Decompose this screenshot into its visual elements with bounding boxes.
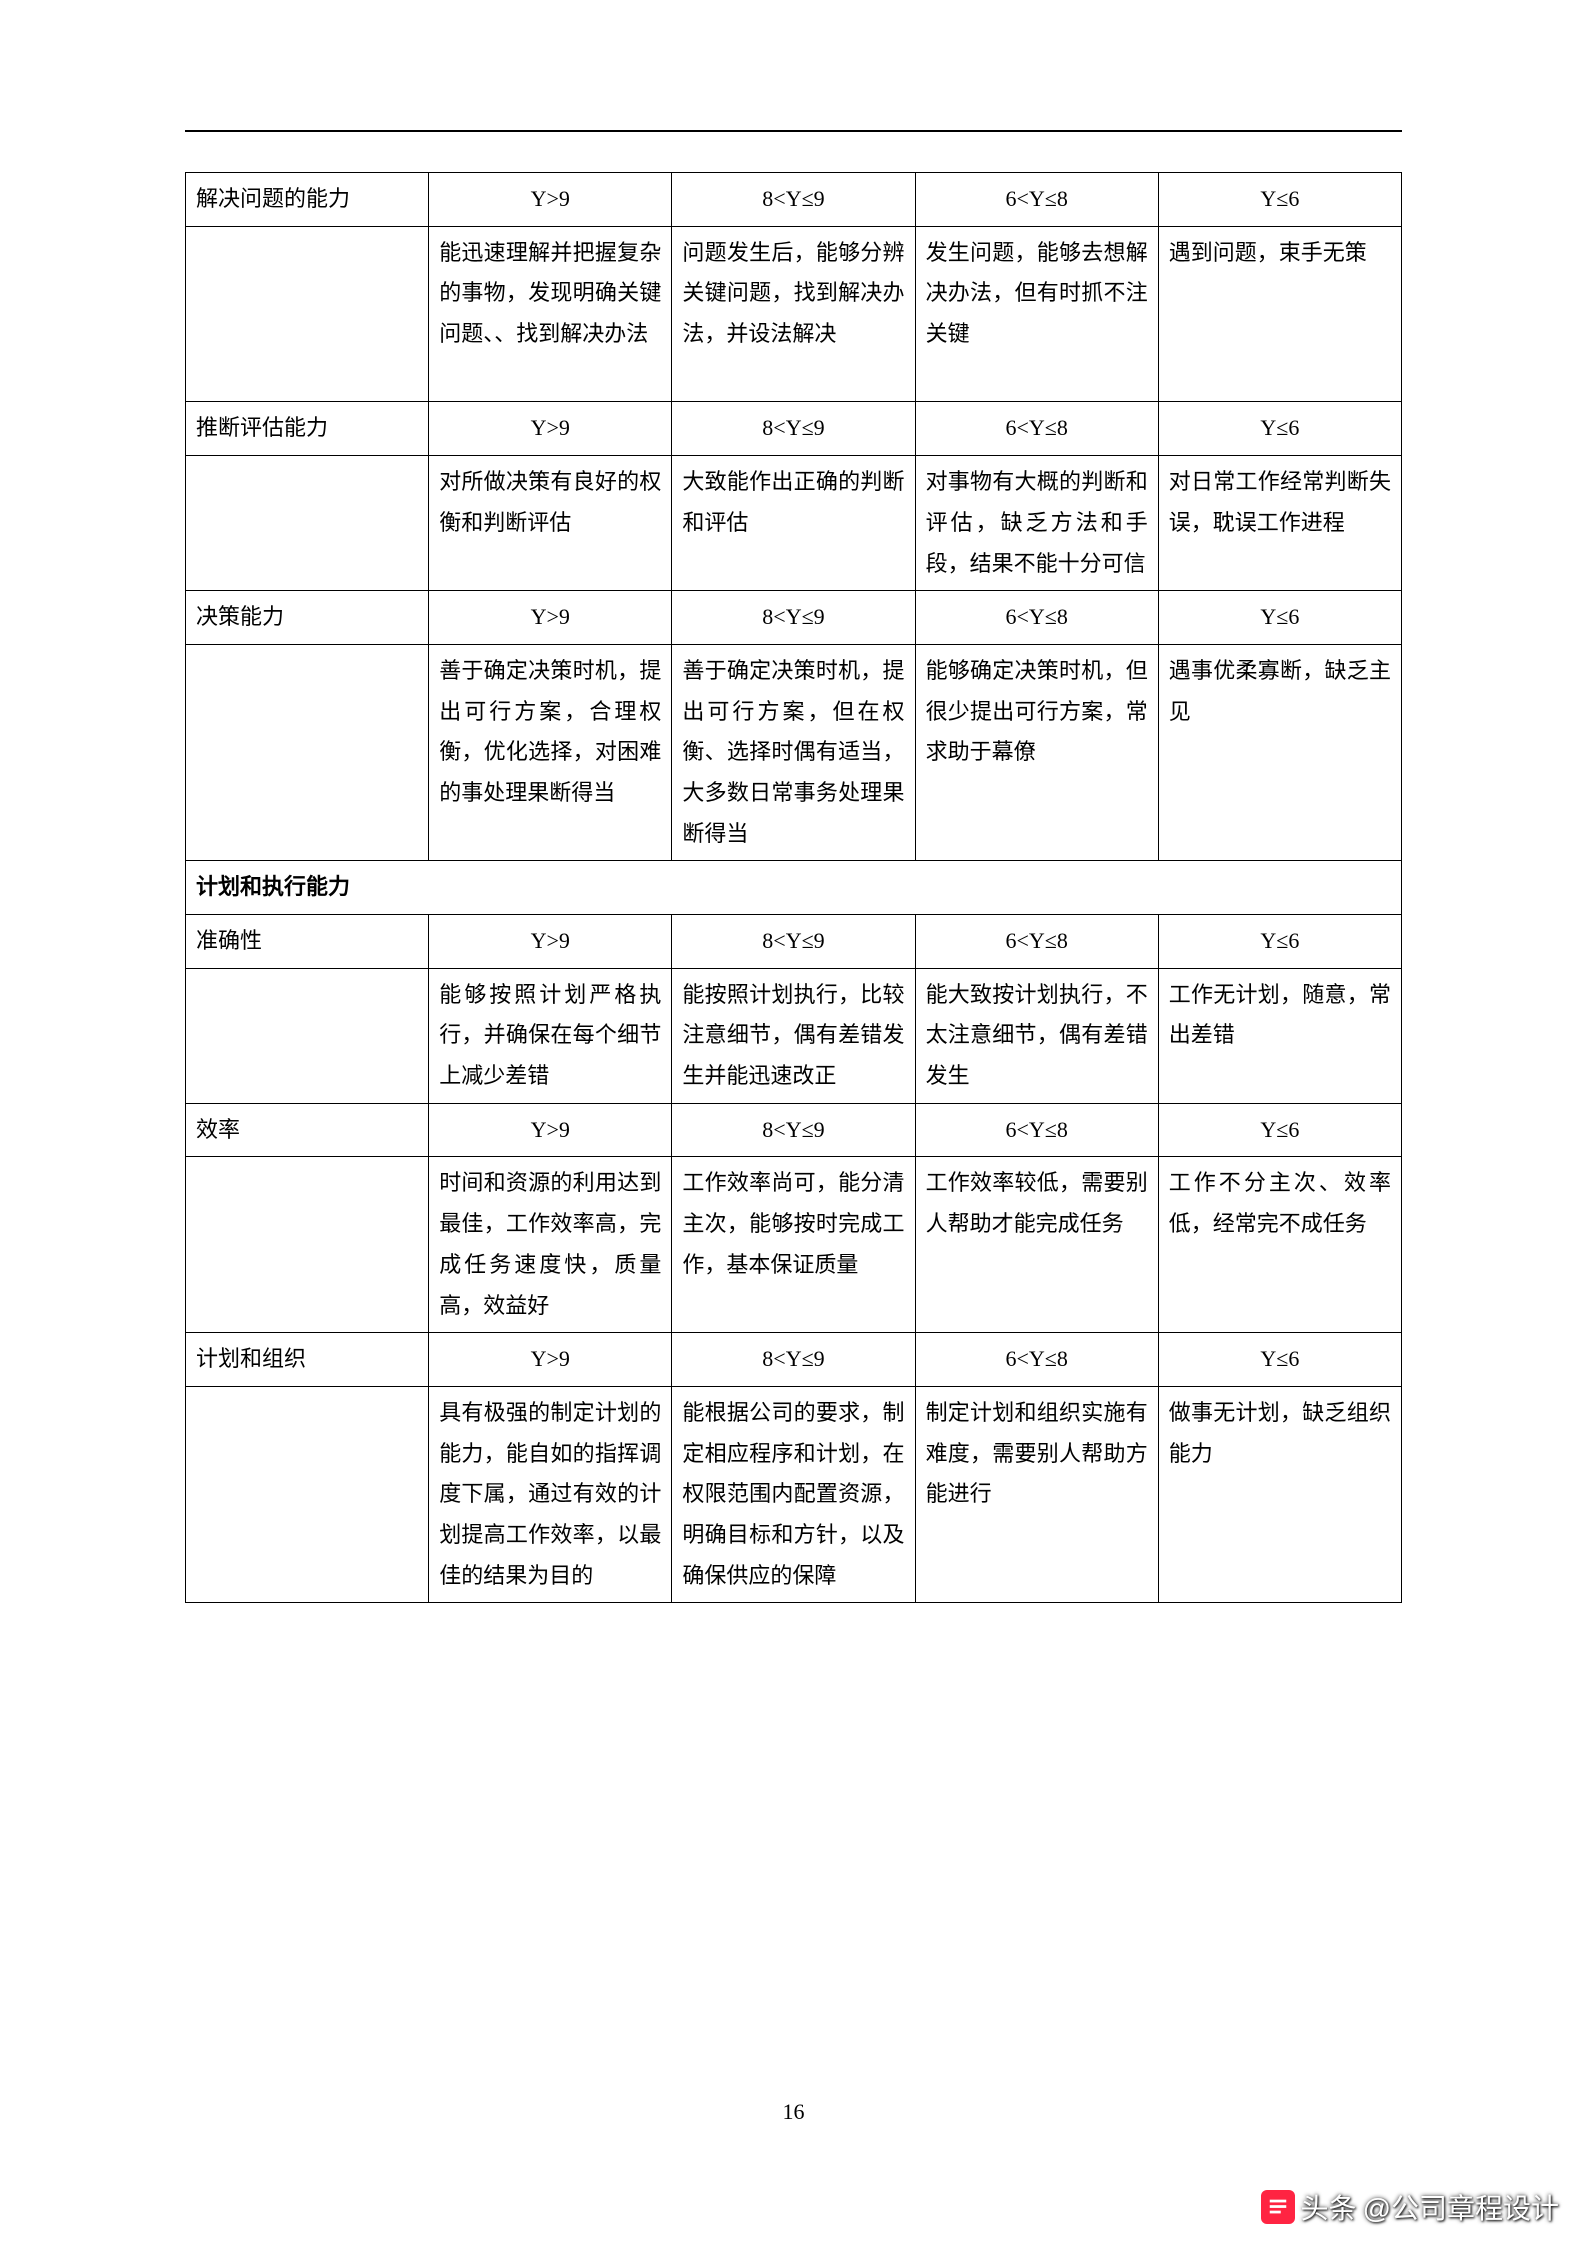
row-label: 计划和组织 [186, 1333, 429, 1387]
score-cell: Y≤6 [1158, 402, 1401, 456]
desc-cell: 工作不分主次、效率低，经常完不成任务 [1158, 1157, 1401, 1333]
desc-cell: 工作效率尚可，能分清主次，能够按时完成工作，基本保证质量 [672, 1157, 915, 1333]
toutiao-icon [1261, 2190, 1295, 2224]
watermark: 头条 @公司章程设计 [1261, 2187, 1559, 2227]
desc-cell: 能够确定决策时机，但很少提出可行方案，常求助于幕僚 [915, 644, 1158, 860]
table-row: 对所做决策有良好的权衡和判断评估 大致能作出正确的判断和评估 对事物有大概的判断… [186, 456, 1402, 591]
empty-cell [186, 226, 429, 402]
section-header: 计划和执行能力 [186, 861, 1402, 915]
score-cell: Y≤6 [1158, 1333, 1401, 1387]
score-cell: 6<Y≤8 [915, 173, 1158, 227]
desc-cell: 遇事优柔寡断，缺乏主见 [1158, 644, 1401, 860]
desc-cell: 具有极强的制定计划的能力，能自如的指挥调度下属，通过有效的计划提高工作效率，以最… [429, 1386, 672, 1602]
row-label: 推断评估能力 [186, 402, 429, 456]
table-row: 时间和资源的利用达到最佳，工作效率高，完成任务速度快，质量高，效益好 工作效率尚… [186, 1157, 1402, 1333]
score-cell: 8<Y≤9 [672, 173, 915, 227]
empty-cell [186, 1386, 429, 1602]
desc-cell: 制定计划和组织实施有难度，需要别人帮助方能进行 [915, 1386, 1158, 1602]
desc-cell: 能迅速理解并把握复杂的事物，发现明确关键问题、、找到解决办法 [429, 226, 672, 402]
document-page: 解决问题的能力 Y>9 8<Y≤9 6<Y≤8 Y≤6 能迅速理解并把握复杂的事… [0, 0, 1587, 2245]
table-row: 计划和组织 Y>9 8<Y≤9 6<Y≤8 Y≤6 [186, 1333, 1402, 1387]
score-cell: Y≤6 [1158, 915, 1401, 969]
table-row: 解决问题的能力 Y>9 8<Y≤9 6<Y≤8 Y≤6 [186, 173, 1402, 227]
row-label: 准确性 [186, 915, 429, 969]
score-cell: 6<Y≤8 [915, 1103, 1158, 1157]
empty-cell [186, 456, 429, 591]
score-cell: Y≤6 [1158, 1103, 1401, 1157]
table-row: 计划和执行能力 [186, 861, 1402, 915]
header-rule [185, 130, 1402, 132]
desc-cell: 能根据公司的要求，制定相应程序和计划，在权限范围内配置资源，明确目标和方针，以及… [672, 1386, 915, 1602]
score-cell: Y>9 [429, 1333, 672, 1387]
empty-cell [186, 1157, 429, 1333]
table-row: 决策能力 Y>9 8<Y≤9 6<Y≤8 Y≤6 [186, 591, 1402, 645]
desc-cell: 能够按照计划严格执行，并确保在每个细节上减少差错 [429, 968, 672, 1103]
score-cell: 6<Y≤8 [915, 591, 1158, 645]
score-cell: 6<Y≤8 [915, 402, 1158, 456]
score-cell: Y>9 [429, 591, 672, 645]
score-cell: 8<Y≤9 [672, 1103, 915, 1157]
desc-cell: 时间和资源的利用达到最佳，工作效率高，完成任务速度快，质量高，效益好 [429, 1157, 672, 1333]
desc-cell: 对事物有大概的判断和评估，缺乏方法和手段，结果不能十分可信 [915, 456, 1158, 591]
desc-cell: 遇到问题，束手无策 [1158, 226, 1401, 402]
score-cell: Y>9 [429, 173, 672, 227]
table-row: 能迅速理解并把握复杂的事物，发现明确关键问题、、找到解决办法 问题发生后，能够分… [186, 226, 1402, 402]
score-cell: 6<Y≤8 [915, 1333, 1158, 1387]
desc-cell: 对所做决策有良好的权衡和判断评估 [429, 456, 672, 591]
desc-cell: 工作无计划，随意，常出差错 [1158, 968, 1401, 1103]
watermark-suffix: @公司章程设计 [1363, 2187, 1559, 2227]
score-cell: 8<Y≤9 [672, 915, 915, 969]
desc-cell: 工作效率较低，需要别人帮助才能完成任务 [915, 1157, 1158, 1333]
score-cell: 8<Y≤9 [672, 591, 915, 645]
table-row: 具有极强的制定计划的能力，能自如的指挥调度下属，通过有效的计划提高工作效率，以最… [186, 1386, 1402, 1602]
score-cell: Y>9 [429, 1103, 672, 1157]
score-cell: Y≤6 [1158, 173, 1401, 227]
score-cell: Y≤6 [1158, 591, 1401, 645]
score-cell: Y>9 [429, 915, 672, 969]
desc-cell: 对日常工作经常判断失误，耽误工作进程 [1158, 456, 1401, 591]
desc-cell: 做事无计划，缺乏组织能力 [1158, 1386, 1401, 1602]
row-label: 效率 [186, 1103, 429, 1157]
empty-cell [186, 968, 429, 1103]
rubric-table: 解决问题的能力 Y>9 8<Y≤9 6<Y≤8 Y≤6 能迅速理解并把握复杂的事… [185, 172, 1402, 1603]
desc-cell: 能按照计划执行，比较注意细节，偶有差错发生并能迅速改正 [672, 968, 915, 1103]
watermark-prefix: 头条 [1301, 2187, 1357, 2227]
row-label: 解决问题的能力 [186, 173, 429, 227]
score-cell: Y>9 [429, 402, 672, 456]
score-cell: 8<Y≤9 [672, 1333, 915, 1387]
empty-cell [186, 644, 429, 860]
row-label: 决策能力 [186, 591, 429, 645]
table-row: 善于确定决策时机，提出可行方案，合理权衡，优化选择，对困难的事处理果断得当 善于… [186, 644, 1402, 860]
desc-cell: 善于确定决策时机，提出可行方案，但在权衡、选择时偶有适当，大多数日常事务处理果断… [672, 644, 915, 860]
table-row: 准确性 Y>9 8<Y≤9 6<Y≤8 Y≤6 [186, 915, 1402, 969]
desc-cell: 能大致按计划执行，不太注意细节，偶有差错发生 [915, 968, 1158, 1103]
desc-cell: 问题发生后，能够分辨关键问题，找到解决办法，并设法解决 [672, 226, 915, 402]
table-row: 推断评估能力 Y>9 8<Y≤9 6<Y≤8 Y≤6 [186, 402, 1402, 456]
desc-cell: 大致能作出正确的判断和评估 [672, 456, 915, 591]
table-row: 效率 Y>9 8<Y≤9 6<Y≤8 Y≤6 [186, 1103, 1402, 1157]
table-row: 能够按照计划严格执行，并确保在每个细节上减少差错 能按照计划执行，比较注意细节，… [186, 968, 1402, 1103]
score-cell: 6<Y≤8 [915, 915, 1158, 969]
page-number: 16 [0, 2099, 1587, 2125]
desc-cell: 善于确定决策时机，提出可行方案，合理权衡，优化选择，对困难的事处理果断得当 [429, 644, 672, 860]
desc-cell: 发生问题，能够去想解决办法，但有时抓不注关键 [915, 226, 1158, 402]
score-cell: 8<Y≤9 [672, 402, 915, 456]
